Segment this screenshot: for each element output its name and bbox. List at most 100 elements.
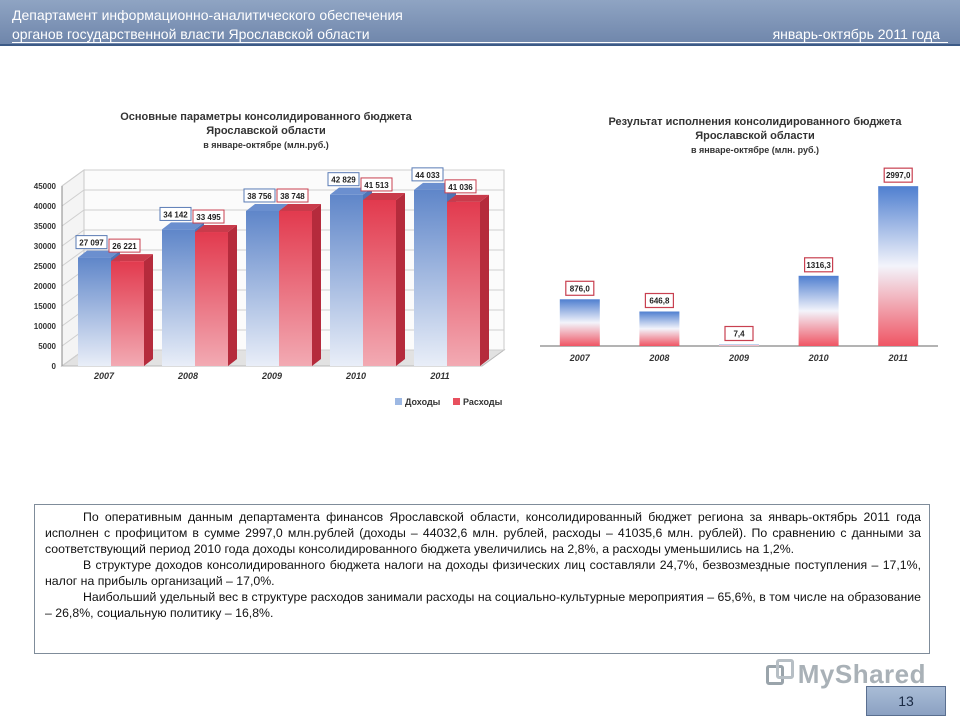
chart1-data-label: 38 756 (247, 192, 272, 201)
budget-parameters-chart: 0 5000 10000 15000 20000 25000 30000 35000 40000… (34, 167, 506, 407)
expense-bar-top (363, 192, 405, 200)
chart1-data-label-box (75, 235, 108, 250)
expense-bar-side (480, 194, 489, 366)
header-period: январь-октябрь 2011 года (772, 26, 940, 42)
chart1-y-tick-label: 40000 (34, 202, 57, 211)
chart2-data-label-box (883, 167, 913, 183)
expense-bar (279, 211, 312, 366)
expense-bar (111, 261, 144, 366)
chart1-data-label: 33 495 (196, 213, 221, 222)
chart2-data-label: 646,8 (649, 297, 670, 306)
chart2-title: Результат исполнения консолидированного … (600, 115, 910, 157)
chart1-x-tick-label: 2010 (345, 371, 366, 381)
expense-bar-top (111, 254, 153, 262)
chart2-x-tick-label: 2008 (648, 353, 669, 363)
chart1-y-tick-label: 0 (52, 362, 57, 371)
chart2-data-label: 7,4 (733, 330, 745, 339)
chart1-x-tick-label: 2011 (429, 371, 449, 381)
chart1-data-label: 44 033 (415, 171, 440, 180)
result-bar (719, 344, 759, 346)
chart1-data-label-box (444, 179, 477, 194)
chart1-data-label: 27 097 (79, 239, 104, 248)
income-bar (78, 257, 111, 366)
page-number: 13 (866, 686, 946, 716)
chart1-data-label: 42 829 (331, 176, 356, 185)
summary-paragraph-1: По оперативным данным департамента финан… (45, 510, 921, 556)
chart1-gridline (61, 169, 504, 187)
chart1-x-tick-label: 2008 (177, 371, 198, 381)
chart2-x-tick-label: 2007 (569, 353, 591, 363)
summary-text-box: По оперативным данным департамента финан… (34, 504, 930, 654)
legend-expense-swatch (453, 398, 460, 405)
result-bar (639, 311, 680, 346)
header-line-2: органов государственной власти Ярославск… (12, 26, 370, 42)
chart1-y-tick-label: 25000 (34, 262, 57, 271)
chart1-data-label-box (192, 209, 225, 224)
chart2-title-text: Результат исполнения консолидированного … (608, 116, 902, 142)
expense-bar-side (396, 192, 405, 366)
chart2-data-label-box (644, 292, 675, 309)
header-line-1: Департамент информационно-аналитического… (12, 7, 403, 23)
expense-bar-top (447, 194, 489, 202)
expense-bar (447, 201, 480, 366)
expense-bar (195, 232, 228, 366)
chart2-x-tick-label: 2009 (728, 353, 749, 363)
chart1-x-tick-label: 2009 (261, 371, 282, 381)
legend-income-label: Доходы (405, 397, 441, 407)
expense-bar (363, 199, 396, 366)
result-bar (878, 186, 919, 346)
chart2-data-label: 1316,3 (806, 261, 831, 270)
result-bar (798, 275, 839, 346)
chart1-data-label-box (243, 188, 276, 203)
summary-paragraph-3: Наибольший удельный вес в структуре расх… (45, 590, 921, 620)
chart1-data-label: 34 142 (163, 210, 188, 219)
chart1-y-tick-label: 10000 (34, 322, 57, 331)
chart2-data-label-box (565, 280, 595, 296)
chart2-x-tick-label: 2010 (808, 353, 829, 363)
chart2-data-label: 876,0 (570, 284, 591, 293)
chart1-title-text: Основные параметры консолидированного бю… (120, 111, 412, 137)
chart2-data-label: 2997,0 (886, 171, 911, 180)
chart1-y-tick-label: 45000 (34, 182, 57, 191)
chart1-data-label: 41 036 (448, 183, 473, 192)
slide-header: Департамент информационно-аналитического… (0, 0, 960, 46)
result-bar (559, 299, 600, 346)
income-bar-top (246, 203, 288, 211)
chart1-data-label-box (411, 167, 444, 182)
chart2-subtitle: в январе-октябре (млн. руб.) (690, 145, 820, 155)
legend-income-swatch (395, 398, 402, 405)
income-bar (330, 194, 363, 366)
chart1-data-label: 41 513 (364, 181, 389, 190)
summary-paragraph-2: В структуре доходов консолидированного б… (45, 558, 921, 588)
chart1-data-label-box (108, 238, 141, 253)
chart1-y-tick-label: 35000 (34, 222, 57, 231)
chart1-data-label-box (276, 188, 309, 203)
chart1-y-tick-label: 15000 (34, 302, 57, 311)
income-bar-top (162, 222, 204, 230)
expense-bar-side (228, 225, 237, 366)
header-divider (12, 42, 948, 43)
chart2-data-label-box (804, 257, 834, 273)
chart2-x-tick-label: 2011 (888, 353, 908, 363)
chart1-y-tick-label: 5000 (38, 342, 56, 351)
chart1-data-label-box (159, 206, 192, 221)
expense-bar-top (195, 225, 237, 233)
income-bar (246, 210, 279, 366)
chart1-y-tick-label: 20000 (34, 282, 57, 291)
chart1-data-label: 38 748 (280, 192, 305, 201)
chart1-data-label-box (360, 177, 393, 192)
myshared-logo-icon (766, 659, 794, 689)
chart2-data-label-box (724, 325, 754, 342)
chart1-y-tick-label: 30000 (34, 242, 57, 251)
chart1-data-label-box (327, 172, 360, 187)
budget-result-chart: 876,0 2007 646,8 2008 7,4 2009 1316,3 2010 2997,… (540, 167, 938, 363)
chart1-title: Основные параметры консолидированного бю… (86, 110, 446, 152)
watermark-logo: MyShared (766, 654, 926, 694)
expense-bar-top (279, 204, 321, 212)
watermark-text: MyShared (797, 658, 926, 689)
expense-bar-side (144, 254, 153, 366)
chart1-subtitle: в январе-октябре (млн.руб.) (203, 140, 329, 150)
legend-expense-label: Расходы (463, 397, 503, 407)
income-bar (162, 229, 195, 366)
expense-bar-side (312, 204, 321, 366)
